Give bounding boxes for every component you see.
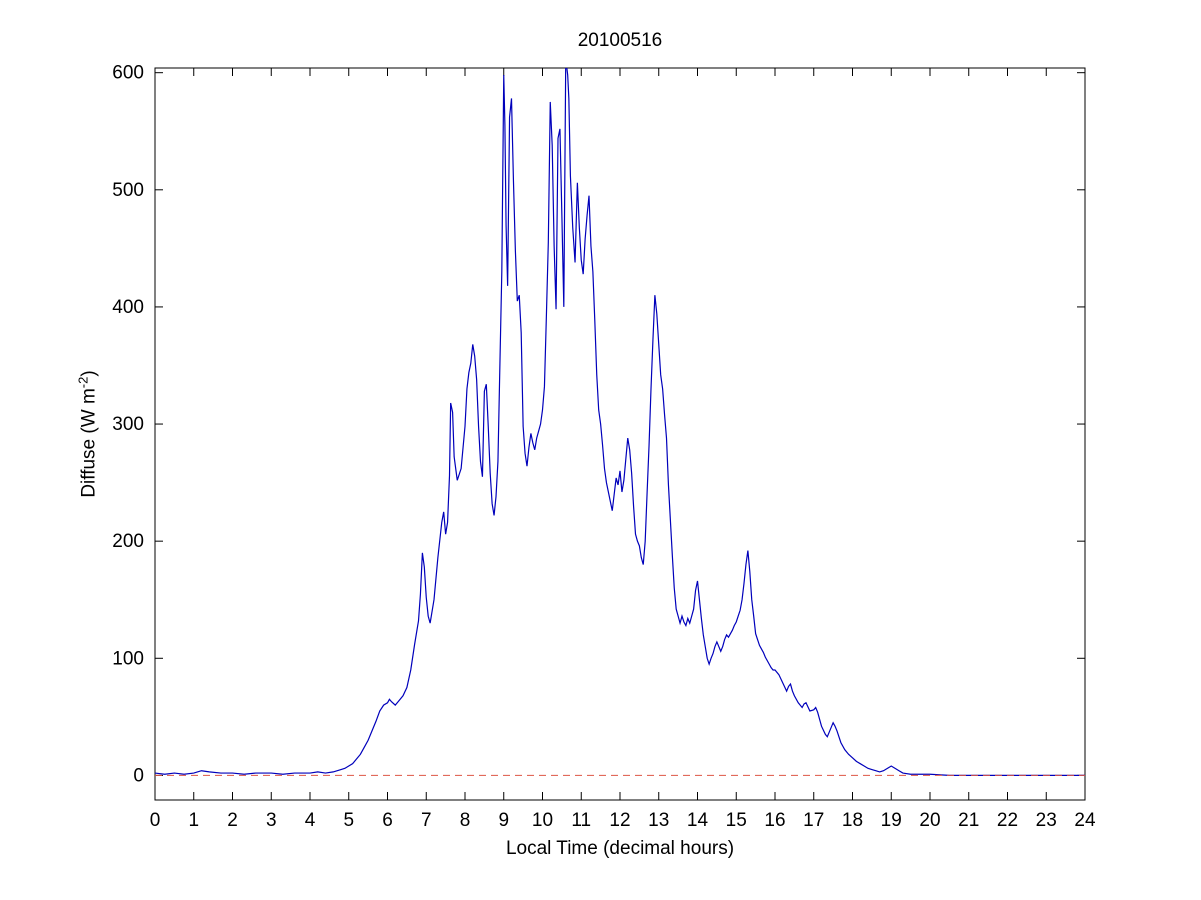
- x-tick-label: 13: [648, 810, 669, 831]
- x-tick-label: 14: [687, 810, 709, 831]
- x-tick-label: 0: [150, 810, 161, 831]
- x-tick-label: 3: [266, 810, 277, 831]
- axis-box: [154, 67, 1086, 801]
- chart-title: 20100516: [577, 30, 663, 51]
- y-tick-label: 300: [112, 414, 144, 435]
- y-tick-label: 500: [112, 180, 144, 201]
- x-tick-label: 1: [188, 810, 199, 831]
- x-tick-label: 16: [764, 810, 785, 831]
- series-diffuse-irradiance: [155, 68, 1085, 776]
- x-tick-label: 15: [726, 810, 747, 831]
- x-tick-label: 8: [460, 810, 471, 831]
- x-tick-label: 12: [609, 810, 630, 831]
- y-tick-label: 0: [133, 765, 144, 786]
- y-tick-label: 100: [112, 648, 144, 669]
- x-tick-label: 4: [305, 810, 316, 831]
- x-tick-label: 17: [803, 810, 824, 831]
- x-tick-label: 6: [382, 810, 393, 831]
- y-tick-label: 200: [112, 531, 144, 552]
- y-tick-label: 400: [112, 297, 144, 318]
- x-tick-label: 24: [1074, 810, 1096, 831]
- y-tick-label: 600: [112, 63, 144, 84]
- x-tick-label: 22: [997, 810, 1018, 831]
- x-tick-label: 19: [881, 810, 902, 831]
- x-tick-label: 7: [421, 810, 432, 831]
- x-tick-label: 21: [958, 810, 979, 831]
- x-tick-label: 20: [919, 810, 940, 831]
- x-tick-label: 23: [1036, 810, 1057, 831]
- x-tick-label: 5: [343, 810, 354, 831]
- x-tick-label: 2: [227, 810, 238, 831]
- x-tick-label: 18: [842, 810, 863, 831]
- x-tick-label: 10: [532, 810, 553, 831]
- x-axis-label: Local Time (decimal hours): [505, 838, 735, 859]
- x-tick-label: 11: [571, 810, 591, 831]
- x-tick-label: 9: [498, 810, 509, 831]
